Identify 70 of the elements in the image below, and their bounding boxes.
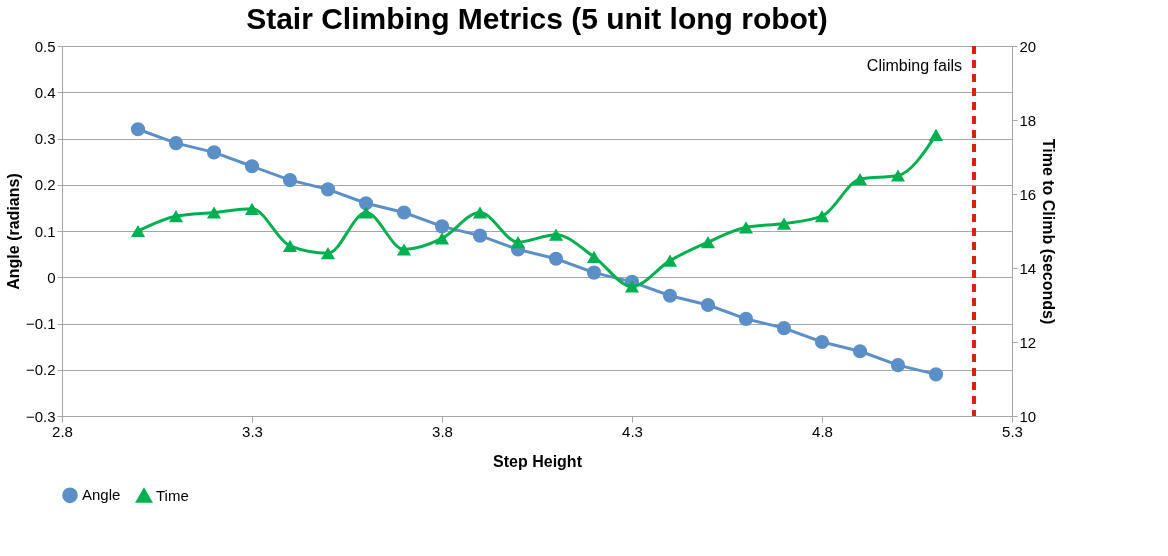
point — [244, 202, 260, 215]
point — [738, 221, 754, 234]
point — [928, 128, 944, 141]
point — [472, 206, 488, 219]
legend-label: Angle — [82, 486, 121, 504]
y-tick-label: −0.2 — [25, 361, 56, 379]
point — [130, 122, 146, 137]
point — [586, 250, 602, 264]
y-tick-label: −0.1 — [25, 315, 56, 332]
x-tick-label: 5.3 — [1002, 422, 1023, 440]
ref-line-label: Climbing fails — [866, 57, 962, 74]
legend-label: Time — [156, 486, 189, 504]
x-tick-label: 4.3 — [622, 422, 643, 440]
point — [320, 182, 336, 197]
point — [776, 217, 792, 230]
y2-tick-label: 16 — [1019, 185, 1037, 203]
y2-tick-label: 12 — [1019, 333, 1037, 351]
x-tick-label: 3.8 — [432, 422, 453, 440]
y-tick-label: 0.4 — [34, 83, 56, 101]
y2-tick-label: 14 — [1019, 259, 1037, 277]
point — [206, 206, 222, 219]
point — [814, 210, 830, 223]
point — [928, 367, 944, 382]
point — [434, 232, 450, 245]
x-tick-label: 2.8 — [52, 422, 73, 440]
point — [282, 173, 298, 188]
y2-tick-label: 10 — [1019, 407, 1037, 425]
point — [624, 280, 640, 293]
point — [472, 228, 488, 243]
y-tick-label: 0.2 — [34, 176, 56, 194]
point — [662, 288, 678, 303]
point — [890, 169, 906, 182]
point — [548, 228, 564, 241]
y-tick-label: 0.3 — [34, 130, 56, 147]
x-axis-title: Step Height — [493, 452, 583, 470]
y-tick-label: 0.1 — [34, 222, 56, 240]
point — [852, 344, 868, 359]
point — [168, 136, 184, 151]
point — [320, 247, 336, 260]
x-tick-label: 3.3 — [242, 422, 263, 440]
point — [358, 196, 374, 211]
point — [814, 334, 830, 350]
point — [168, 210, 184, 223]
point — [282, 239, 298, 252]
point — [396, 205, 412, 220]
x-tick-label: 4.8 — [812, 422, 833, 440]
point — [662, 254, 678, 267]
y-axis-title: Angle (radians) — [4, 173, 22, 290]
point — [700, 235, 716, 249]
point — [890, 358, 906, 373]
y2-tick-label: 20 — [1019, 37, 1037, 55]
point — [548, 251, 564, 266]
y-tick-label: 0 — [47, 268, 56, 286]
point — [130, 224, 146, 238]
point — [852, 173, 868, 186]
point — [776, 321, 792, 336]
point — [510, 235, 526, 249]
y2-tick-label: 18 — [1019, 111, 1037, 129]
point — [358, 206, 374, 219]
chart-title: Stair Climbing Metrics (5 unit long robot) — [246, 2, 828, 35]
point — [244, 159, 260, 174]
point — [434, 219, 450, 234]
point — [586, 265, 602, 280]
point — [396, 243, 412, 256]
point — [738, 311, 754, 326]
y2-axis-title: Time to Climb (seconds) — [1040, 138, 1058, 325]
y-tick-label: 0.5 — [34, 37, 56, 55]
point — [700, 297, 716, 313]
y-tick-label: −0.3 — [25, 407, 56, 425]
point — [206, 145, 222, 160]
